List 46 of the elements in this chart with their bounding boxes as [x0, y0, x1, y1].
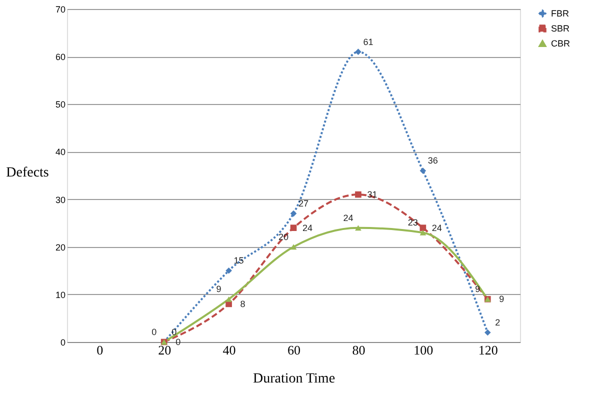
x-tick-label: 0	[96, 342, 104, 358]
y-tick-label: 30	[55, 194, 66, 205]
y-tick-label: 10	[55, 290, 66, 300]
y-tick-label: 50	[55, 100, 66, 110]
data-label: 23	[408, 218, 418, 228]
point	[420, 168, 426, 174]
point	[484, 329, 491, 336]
x-tick-label: 20	[158, 342, 172, 358]
point	[290, 224, 297, 231]
data-label: 9	[475, 284, 480, 294]
x-tick-label: 100	[414, 342, 434, 358]
point	[420, 230, 426, 236]
data-label: 61	[363, 36, 374, 47]
y-tick-label: 40	[55, 147, 66, 158]
data-label: 24	[302, 222, 313, 233]
data-label: 24	[343, 212, 354, 223]
data-label: 36	[428, 156, 438, 166]
data-label: 15	[234, 256, 244, 266]
point	[355, 225, 362, 231]
y-tick-label: 20	[55, 242, 66, 252]
data-label: 2	[495, 317, 500, 328]
point	[226, 296, 232, 302]
point	[290, 210, 297, 217]
point	[355, 191, 362, 198]
data-label: 24	[432, 222, 442, 233]
legend-label: SBR	[551, 24, 570, 34]
x-tick-label: 40	[222, 342, 236, 358]
point	[226, 267, 232, 274]
data-label: 0	[152, 327, 157, 337]
x-tick-label: 60	[288, 342, 300, 358]
x-tick-label: 80	[352, 342, 366, 358]
data-label: 9	[216, 284, 222, 294]
data-label: 9	[499, 294, 504, 304]
y-tick-label: 60	[55, 52, 66, 62]
x-axis-title: Duration Time	[252, 372, 336, 386]
point	[420, 224, 426, 231]
point	[355, 48, 362, 55]
legend-label: FBR	[551, 8, 570, 18]
point	[290, 244, 297, 250]
y-axis-title: Defects	[6, 166, 49, 180]
y-tick-label: 70	[55, 4, 66, 14]
legend-label: CBR	[551, 38, 570, 48]
data-label: 8	[240, 298, 246, 309]
x-tick-label: 120	[478, 342, 498, 358]
data-label: 20	[278, 232, 289, 242]
data-label: 27	[298, 198, 309, 209]
